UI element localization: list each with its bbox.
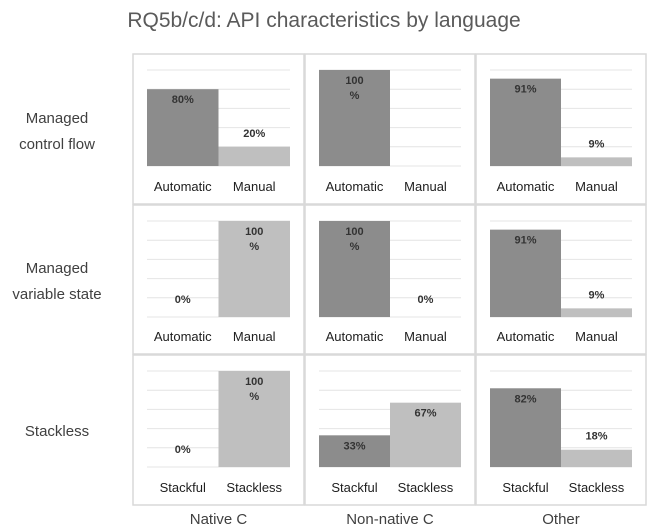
data-label: 100 (345, 226, 363, 238)
category-label: Manual (575, 329, 618, 344)
bar-manual (561, 157, 632, 166)
category-label: Automatic (326, 329, 384, 344)
column-label: Non-native C (346, 511, 434, 528)
data-label: 67% (414, 408, 436, 420)
data-label: % (350, 90, 360, 102)
data-label: % (249, 391, 259, 403)
bar-automatic (147, 89, 219, 166)
category-label: Stackless (226, 480, 282, 495)
panel-r2-c1: 33% Stackful 67% Stackless (304, 354, 476, 506)
panel-r0-c1: 100% Automatic Manual (304, 53, 476, 205)
category-label: Stackless (569, 480, 625, 495)
category-label: Manual (233, 329, 276, 344)
category-label: Automatic (154, 179, 212, 194)
data-label: 0% (418, 294, 434, 306)
panel-r0-c2: 91% Automatic 9% Manual (475, 53, 647, 205)
bar-manual (218, 221, 290, 317)
data-label: 100 (345, 75, 363, 87)
category-label: Manual (404, 329, 447, 344)
category-label: Stackless (398, 480, 454, 495)
bar-automatic (319, 70, 390, 166)
panel-r1-c1: 100% Automatic 0% Manual (304, 204, 476, 355)
row-labels: Managed control flow Managed variable state… (12, 110, 101, 440)
bar-manual (561, 308, 632, 317)
data-label: 20% (243, 128, 265, 140)
panel-r0-c0: 80% Automatic 20% Manual (132, 53, 305, 205)
bar-automatic (319, 221, 390, 317)
data-label: 33% (343, 440, 365, 452)
data-label: 9% (589, 138, 605, 150)
data-label: 0% (175, 444, 191, 456)
category-label: Automatic (326, 179, 384, 194)
bar-stackful (319, 435, 390, 467)
bar-automatic (490, 78, 561, 166)
panel-r1-c0: 0% Automatic 100% Manual (132, 204, 305, 355)
category-label: Automatic (154, 329, 212, 344)
row-label: Managed (26, 260, 89, 277)
data-label: % (249, 241, 259, 253)
category-label: Stackful (331, 480, 377, 495)
bar-automatic (490, 229, 561, 317)
panel-r2-c0: 0% Stackful 100% Stackless (132, 354, 305, 506)
data-label: % (350, 241, 360, 253)
category-label: Automatic (497, 179, 555, 194)
category-label: Stackful (502, 480, 548, 495)
row-label: control flow (19, 136, 95, 153)
panel-r2-c2: 82% Stackful 18% Stackless (475, 354, 647, 506)
chart-title: RQ5b/c/d: API characteristics by languag… (127, 9, 520, 32)
data-label: 91% (514, 235, 536, 247)
column-label: Native C (190, 511, 248, 528)
bar-stackless (561, 449, 632, 467)
panels: 80% Automatic 20% Manual 100% Automatic Manual… (132, 53, 647, 506)
data-label: 9% (589, 289, 605, 301)
bar-stackless (218, 371, 290, 467)
row-label: Stackless (25, 423, 89, 440)
category-label: Stackful (160, 480, 206, 495)
bar-stackful (490, 388, 561, 467)
category-label: Manual (575, 179, 618, 194)
panel-r1-c2: 91% Automatic 9% Manual (475, 204, 647, 355)
row-label: Managed (26, 110, 89, 127)
column-label: Other (542, 511, 580, 528)
bar-manual (218, 146, 290, 166)
category-label: Manual (404, 179, 447, 194)
data-label: 18% (585, 431, 607, 443)
column-labels: Native C Non-native C Other (190, 511, 580, 528)
data-label: 100 (245, 376, 263, 388)
row-label: variable state (12, 286, 101, 303)
data-label: 91% (514, 84, 536, 96)
category-label: Manual (233, 179, 276, 194)
data-label: 82% (514, 393, 536, 405)
data-label: 0% (175, 294, 191, 306)
data-label: 100 (245, 226, 263, 238)
bar-stackless (390, 402, 461, 467)
category-label: Automatic (497, 329, 555, 344)
data-label: 80% (172, 94, 194, 106)
